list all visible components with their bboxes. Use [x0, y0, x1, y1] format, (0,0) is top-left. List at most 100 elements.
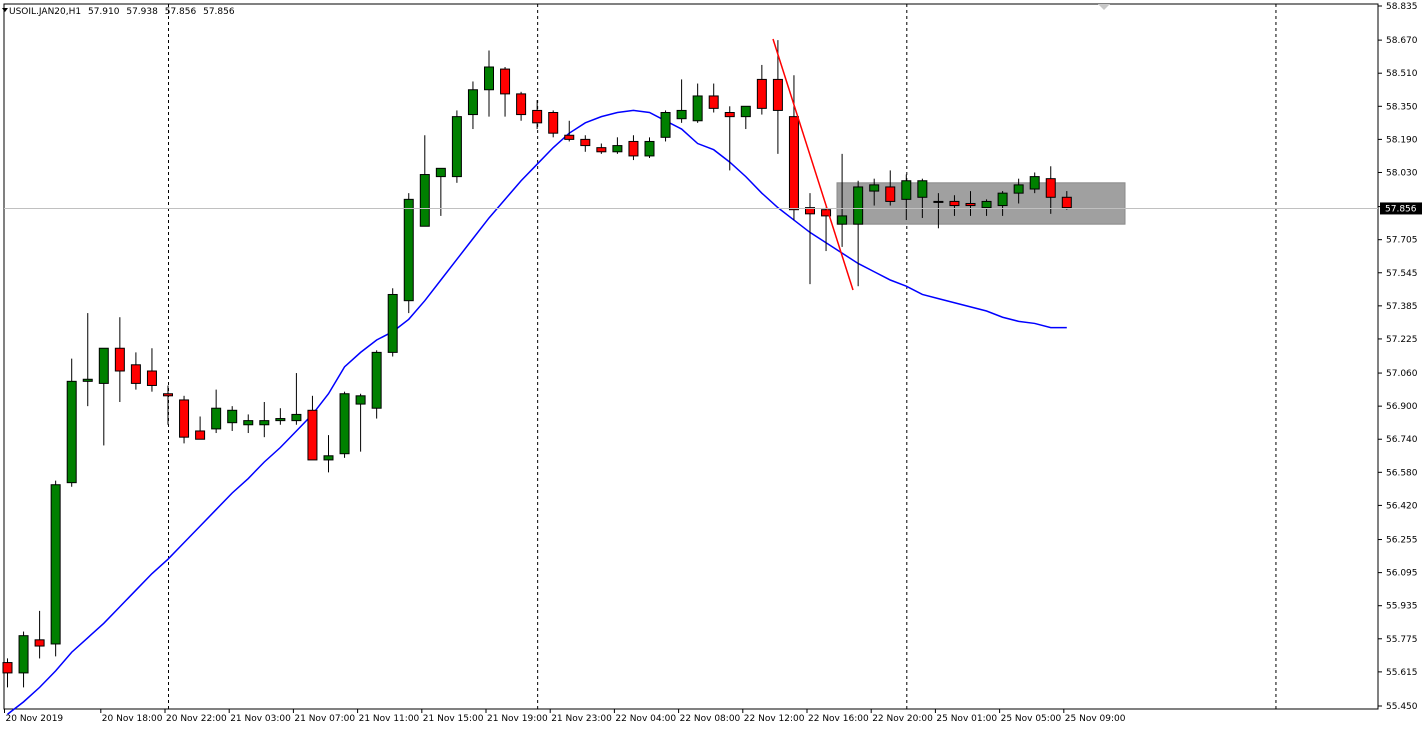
- chart-shift-marker-icon[interactable]: [1098, 4, 1110, 10]
- y-tick-label: 57.545: [1386, 269, 1418, 279]
- candle: [259, 402, 270, 438]
- candle: [339, 391, 350, 458]
- candle: [451, 110, 462, 183]
- candle-body: [451, 116, 462, 178]
- candle-body: [933, 200, 944, 203]
- y-tick-label: 55.450: [1386, 702, 1418, 712]
- candle-body: [163, 393, 173, 397]
- y-axis: 58.835 58.670 58.510 58.350 58.190 58.030 57.8…: [1378, 2, 1422, 712]
- candle-body: [997, 192, 1008, 207]
- candle-body: [788, 116, 799, 211]
- y-tick-label: 56.900: [1386, 402, 1418, 412]
- y-tick-label: 57.385: [1386, 302, 1418, 312]
- candle: [740, 105, 751, 130]
- candle-body: [259, 420, 270, 426]
- candle-body: [211, 407, 222, 430]
- y-tick-label: 58.350: [1386, 102, 1418, 112]
- symbol-menu-arrow-icon[interactable]: [2, 8, 8, 12]
- candle: [516, 91, 527, 121]
- y-tick-label: 56.740: [1386, 435, 1418, 445]
- x-tick-label: 21 Nov 03:00: [230, 714, 291, 724]
- red-trendline: [772, 38, 854, 291]
- candle-body: [2, 662, 13, 674]
- x-tick-label: 22 Nov 04:00: [615, 714, 676, 724]
- candle: [949, 195, 960, 216]
- x-tick-label: 20 Nov 2019: [6, 714, 64, 724]
- candle-body: [66, 380, 77, 484]
- candle-body: [548, 111, 559, 134]
- candle: [532, 100, 543, 130]
- x-axis: 20 Nov 2019 20 Nov 18:00 20 Nov 22:00 21 No…: [4, 709, 1126, 724]
- x-tick-label: 22 Nov 20:00: [872, 714, 933, 724]
- candle-body: [195, 430, 206, 440]
- candle: [644, 137, 655, 158]
- candle: [211, 389, 222, 434]
- candle: [821, 207, 832, 252]
- range-box: [836, 182, 1126, 225]
- ma-polyline: [7, 109, 1067, 715]
- x-tick-label: 21 Nov 15:00: [423, 714, 484, 724]
- candle-body: [323, 455, 334, 461]
- candle: [371, 350, 382, 419]
- close-value: 57.856: [203, 7, 235, 17]
- candle: [1013, 178, 1024, 204]
- candle-body: [516, 93, 527, 116]
- candle-body: [644, 140, 655, 157]
- current-price-label: 57.856: [1385, 204, 1417, 214]
- candle-body: [869, 184, 880, 192]
- candle: [660, 110, 671, 142]
- candle-body: [837, 215, 848, 225]
- candle-body: [387, 293, 398, 353]
- candle: [2, 658, 13, 688]
- candle: [1061, 191, 1072, 210]
- y-tick-label: 56.420: [1386, 501, 1418, 511]
- candle: [484, 50, 494, 117]
- candle-body: [146, 370, 157, 386]
- trendline: [772, 38, 854, 291]
- x-tick-label: 22 Nov 16:00: [808, 714, 869, 724]
- consolidation-zone: [836, 182, 1126, 225]
- candle: [676, 79, 687, 123]
- candle: [692, 83, 703, 123]
- candle: [1029, 172, 1040, 194]
- candle: [837, 153, 848, 247]
- moving-average-line: [7, 109, 1067, 715]
- candle: [1045, 166, 1056, 214]
- candle-body: [821, 209, 832, 217]
- candle: [917, 178, 928, 218]
- candle: [291, 373, 302, 425]
- candle: [901, 174, 912, 221]
- candle-body: [885, 186, 896, 202]
- candle-body: [596, 147, 607, 153]
- candle: [853, 180, 864, 287]
- y-tick-label: 57.225: [1386, 335, 1418, 345]
- candle-body: [484, 66, 494, 91]
- y-tick-label: 57.060: [1386, 369, 1418, 379]
- candle: [548, 110, 559, 138]
- candle: [243, 414, 254, 434]
- y-tick-label: 55.615: [1386, 668, 1418, 678]
- x-tick-label: 22 Nov 12:00: [744, 714, 805, 724]
- candle-body: [82, 378, 93, 382]
- candle: [34, 610, 45, 659]
- candle: [227, 406, 238, 431]
- candle: [275, 408, 286, 425]
- x-tick-label: 21 Nov 07:00: [294, 714, 355, 724]
- x-tick-label: 21 Nov 19:00: [487, 714, 548, 724]
- candle: [307, 395, 318, 461]
- y-tick-label: 56.580: [1386, 468, 1418, 478]
- candle-body: [1061, 196, 1072, 209]
- candle: [355, 393, 366, 452]
- current-price-badge: [1380, 202, 1422, 215]
- candle: [933, 193, 944, 229]
- candle-body: [179, 399, 190, 438]
- candle: [724, 106, 735, 171]
- candle-body: [660, 111, 671, 138]
- y-tick-label: 58.030: [1386, 168, 1418, 178]
- y-tick-label: 58.190: [1386, 135, 1418, 145]
- candle: [323, 435, 334, 473]
- x-tick-label: 25 Nov 05:00: [1001, 714, 1062, 724]
- candle: [50, 480, 61, 657]
